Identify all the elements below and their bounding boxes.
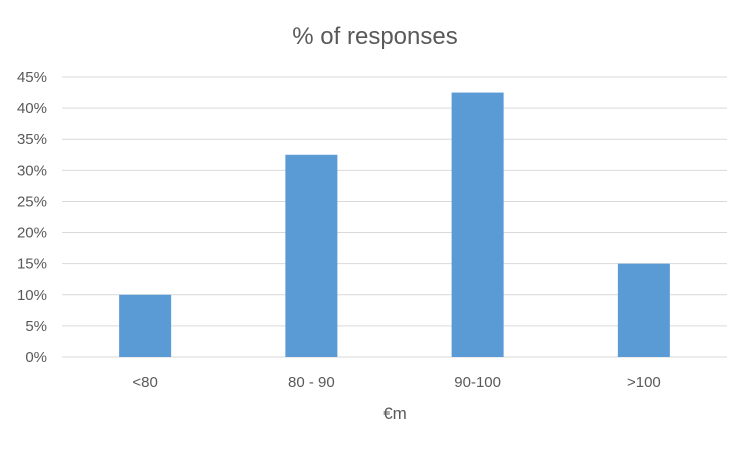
x-tick-label: 80 - 90: [288, 374, 335, 391]
bar: [119, 294, 172, 357]
gridlines: [62, 76, 727, 358]
x-tick-label: >100: [627, 374, 661, 391]
chart-title: % of responses: [292, 23, 457, 50]
bar: [617, 263, 670, 357]
bar: [285, 154, 338, 357]
x-tick-label: 90-100: [454, 374, 501, 391]
bar: [451, 92, 504, 358]
y-tick-label: 20%: [17, 225, 47, 242]
y-tick-label: 25%: [17, 193, 47, 210]
x-axis-ticks: <80 80 - 90 90-100 >100: [132, 374, 660, 391]
y-tick-label: 0%: [25, 349, 47, 366]
y-tick-label: 30%: [17, 162, 47, 179]
x-axis-label: €m: [383, 404, 407, 423]
y-tick-label: 35%: [17, 131, 47, 148]
y-tick-label: 15%: [17, 256, 47, 273]
y-tick-label: 40%: [17, 100, 47, 117]
x-tick-label: <80: [132, 374, 157, 391]
y-tick-label: 10%: [17, 287, 47, 304]
y-axis-ticks: 0% 5% 10% 15% 20% 25% 30% 35% 40% 45%: [17, 69, 47, 366]
y-tick-label: 45%: [17, 69, 47, 86]
y-tick-label: 5%: [25, 318, 47, 335]
bars: [119, 92, 670, 358]
